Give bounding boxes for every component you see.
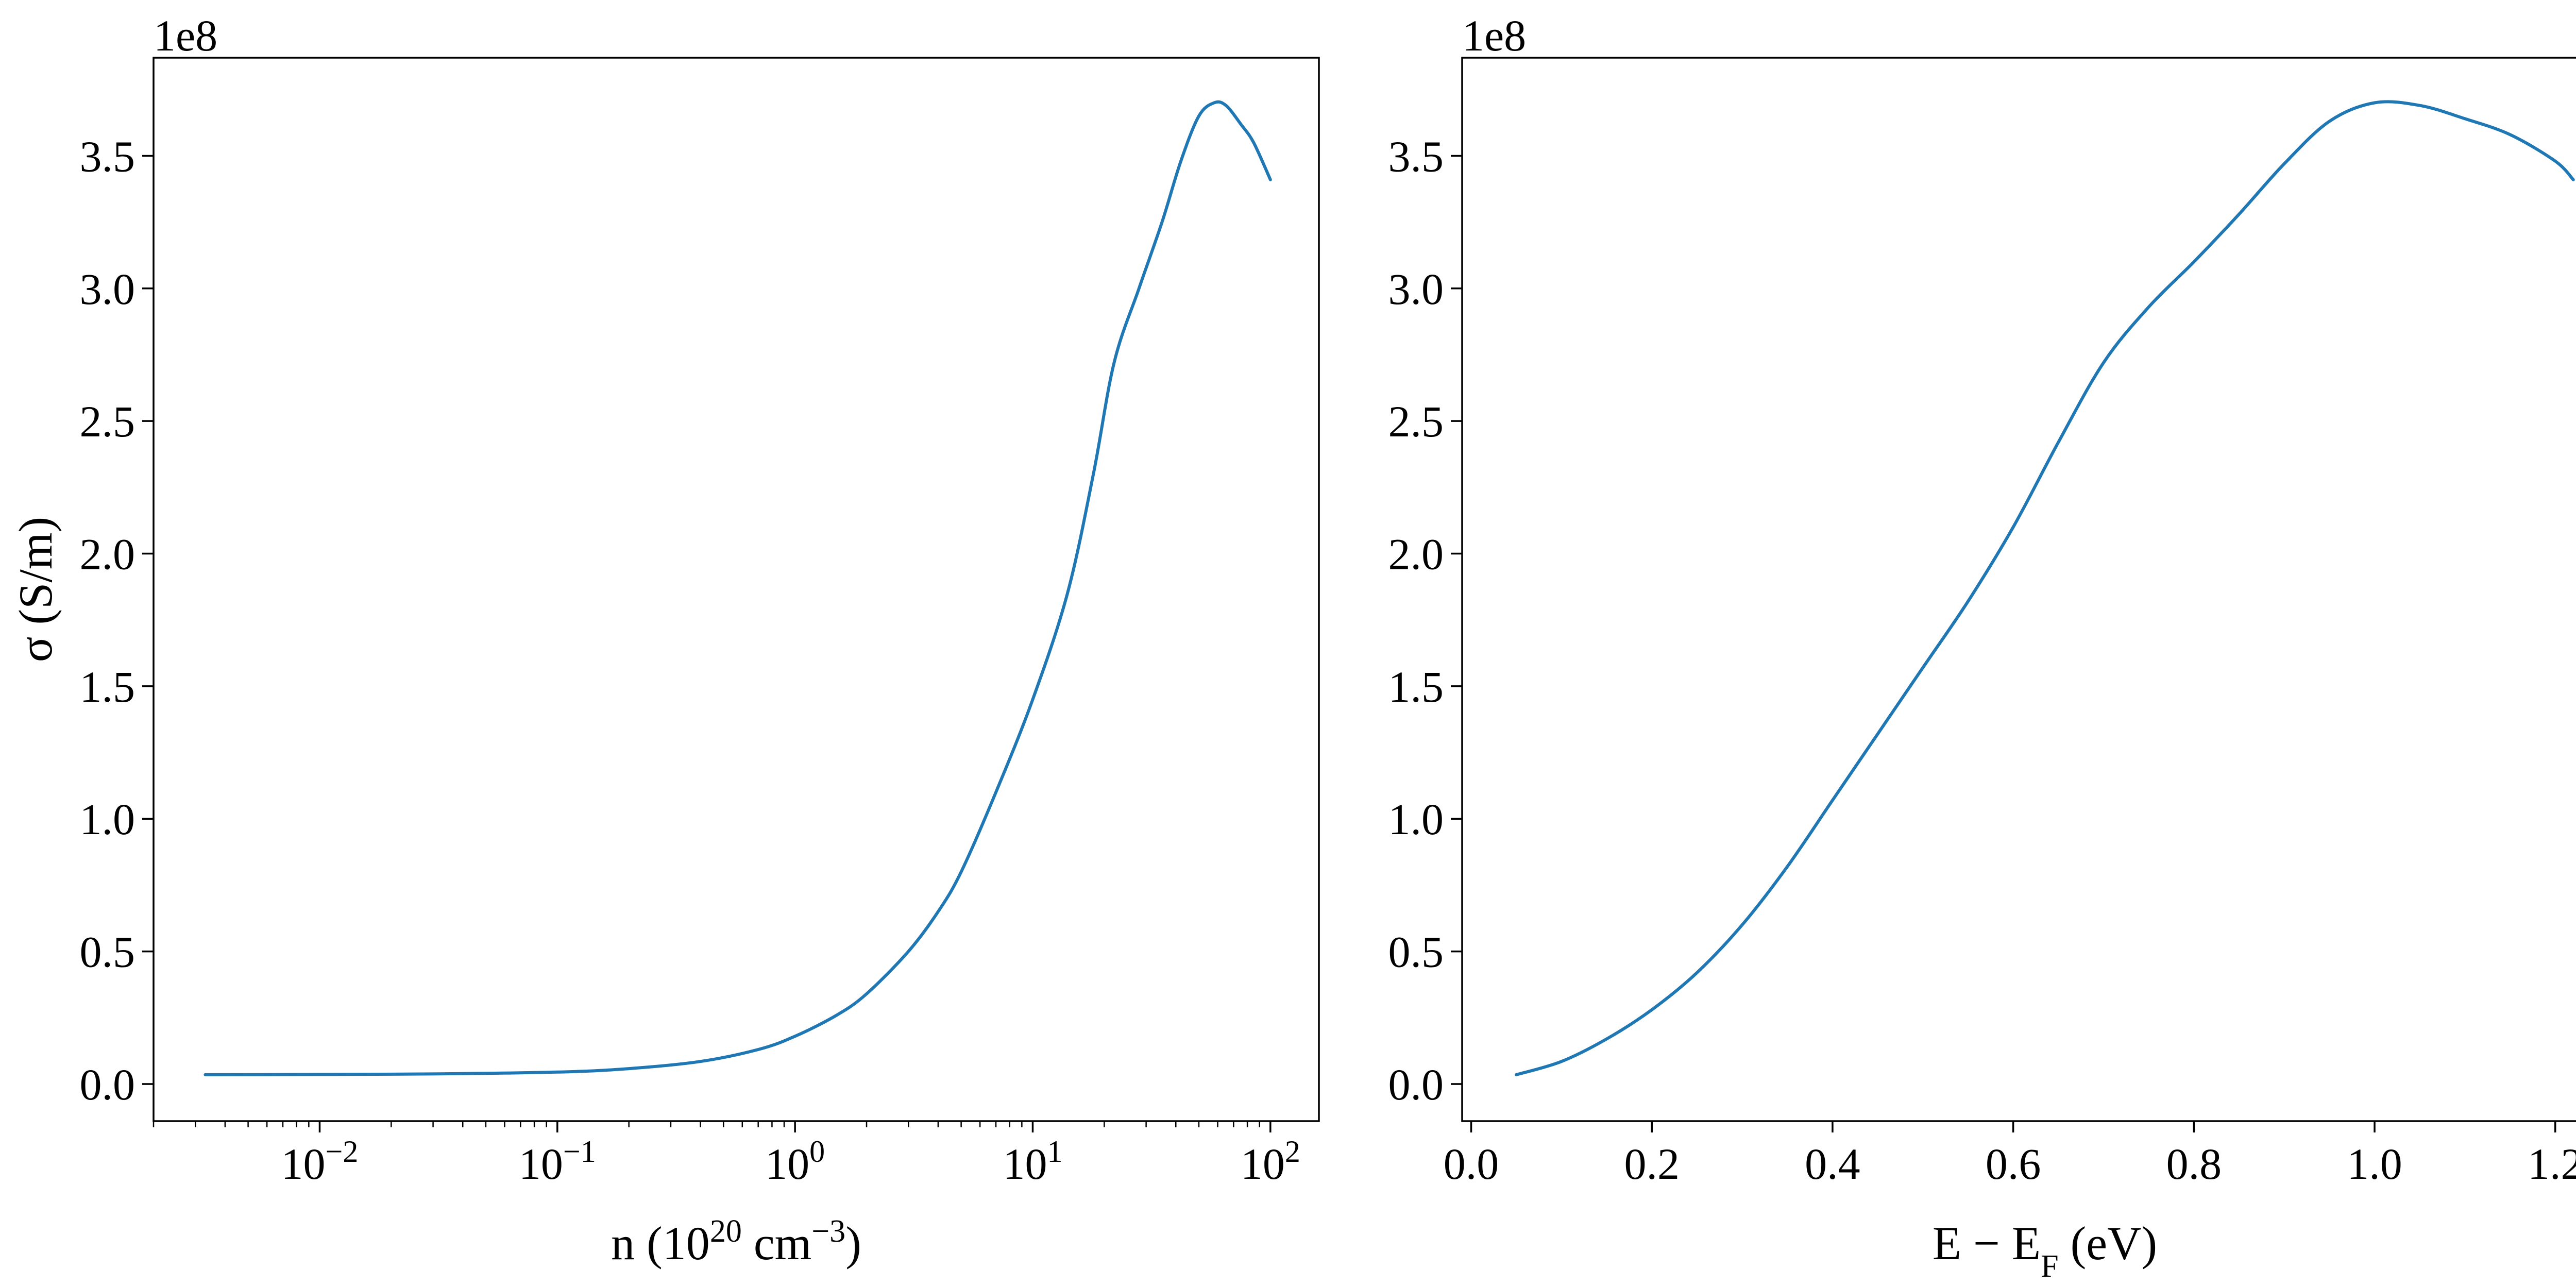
right-chart-panel: 0.0 0.5 1.0 1.5 2.0 2.5 3.0 3.5 0.0 0.2 0.4 0.6 0.8 1… <box>1388 11 2576 1284</box>
right-x-axis-label: E − EF (eV) <box>1933 1217 2157 1284</box>
right-y-tick-label: 2.0 <box>1388 530 1444 579</box>
left-x-label-sup2: −3 <box>811 1214 845 1249</box>
left-axes-frame <box>152 57 1320 1122</box>
left-y-tick-label: 1.5 <box>80 662 135 712</box>
left-y-tick-label: 0.0 <box>80 1060 135 1109</box>
right-y-tick-label: 1.5 <box>1388 662 1444 712</box>
left-y-offset-label: 1e8 <box>154 11 217 60</box>
left-x-tick-label: 100 <box>765 1135 825 1189</box>
right-y-tick-label: 1.0 <box>1388 794 1444 844</box>
left-x-label-end: ) <box>845 1217 861 1270</box>
right-y-tick-label: 2.5 <box>1388 397 1444 446</box>
left-x-label-sup1: 20 <box>710 1214 742 1249</box>
left-x-tick-label: 10−1 <box>519 1135 596 1189</box>
right-x-label-end: (eV) <box>2059 1217 2158 1270</box>
right-x-tick-label: 0.4 <box>1805 1139 1860 1189</box>
left-y-tick-label: 2.5 <box>80 397 135 446</box>
right-x-tick-label: 0.6 <box>1986 1139 2041 1189</box>
left-x-tick-label: 102 <box>1241 1135 1300 1189</box>
right-axes-frame <box>1461 57 2576 1122</box>
right-series-line <box>1515 100 2575 1076</box>
right-y-tick-label: 3.0 <box>1388 264 1444 314</box>
left-y-axis-label: σ (S/m) <box>9 517 62 662</box>
left-y-tick-label: 3.5 <box>80 131 135 181</box>
right-x-tick-label: 1.2 <box>2528 1139 2576 1189</box>
left-x-tick-label: 101 <box>1003 1135 1062 1189</box>
left-axis-ticks: 0.0 0.5 1.0 1.5 2.0 2.5 3.0 3.5 10−2 10−1 100 101 10… <box>80 131 1300 1189</box>
left-series-line <box>204 100 1272 1076</box>
left-y-tick-label: 1.0 <box>80 794 135 844</box>
left-y-tick-label: 0.5 <box>80 927 135 977</box>
right-x-tick-label: 1.0 <box>2347 1139 2402 1189</box>
right-x-tick-label: 0.8 <box>2166 1139 2222 1189</box>
right-axis-ticks: 0.0 0.5 1.0 1.5 2.0 2.5 3.0 3.5 0.0 0.2 0.4 0.6 0.8 1… <box>1388 131 2576 1189</box>
left-x-tick-label: 10−2 <box>281 1135 359 1189</box>
right-y-offset-label: 1e8 <box>1462 11 1526 60</box>
left-x-label-main: n (10 <box>611 1217 710 1270</box>
left-x-label-mid: cm <box>742 1217 811 1270</box>
left-x-axis-label: n (1020 cm−3) <box>611 1214 861 1270</box>
right-x-tick-label: 0.2 <box>1624 1139 1680 1189</box>
right-x-label-main: E − E <box>1933 1217 2041 1270</box>
left-y-tick-label: 3.0 <box>80 264 135 314</box>
right-y-tick-label: 3.5 <box>1388 131 1444 181</box>
right-y-tick-label: 0.5 <box>1388 927 1444 977</box>
right-y-tick-label: 0.0 <box>1388 1060 1444 1109</box>
right-x-tick-label: 0.0 <box>1444 1139 1499 1189</box>
left-chart-panel: 0.0 0.5 1.0 1.5 2.0 2.5 3.0 3.5 10−2 10−1 100 101 10… <box>9 11 1320 1270</box>
left-y-tick-label: 2.0 <box>80 530 135 579</box>
right-x-label-sub: F <box>2041 1249 2058 1284</box>
